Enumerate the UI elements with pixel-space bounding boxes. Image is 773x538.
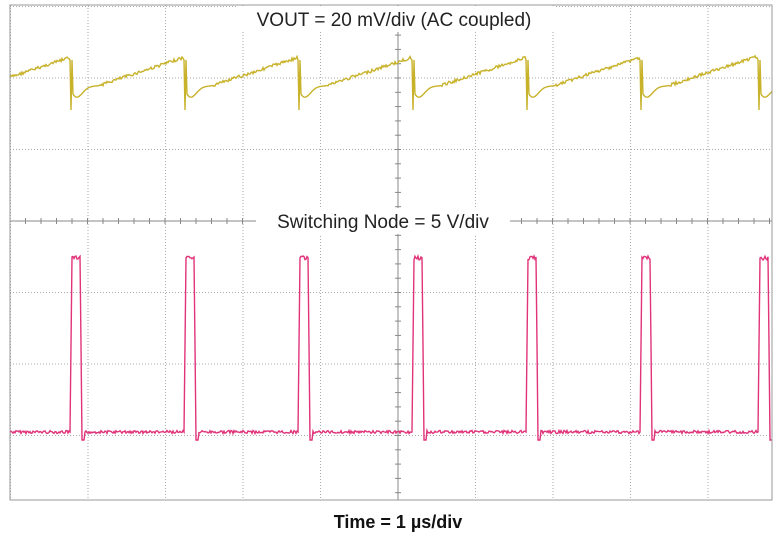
x-axis-label: Time = 1 µs/div [334, 512, 463, 532]
label-bg [236, 6, 554, 32]
switch-node-trace [10, 253, 772, 441]
sw-label: Switching Node = 5 V/div [277, 212, 489, 233]
traces [10, 54, 772, 441]
grid [9, 5, 772, 500]
label-bg [256, 208, 510, 234]
vout-trace [10, 54, 772, 111]
screen-border [9, 4, 773, 501]
vout-label: VOUT = 20 mV/div (AC coupled) [257, 10, 532, 31]
